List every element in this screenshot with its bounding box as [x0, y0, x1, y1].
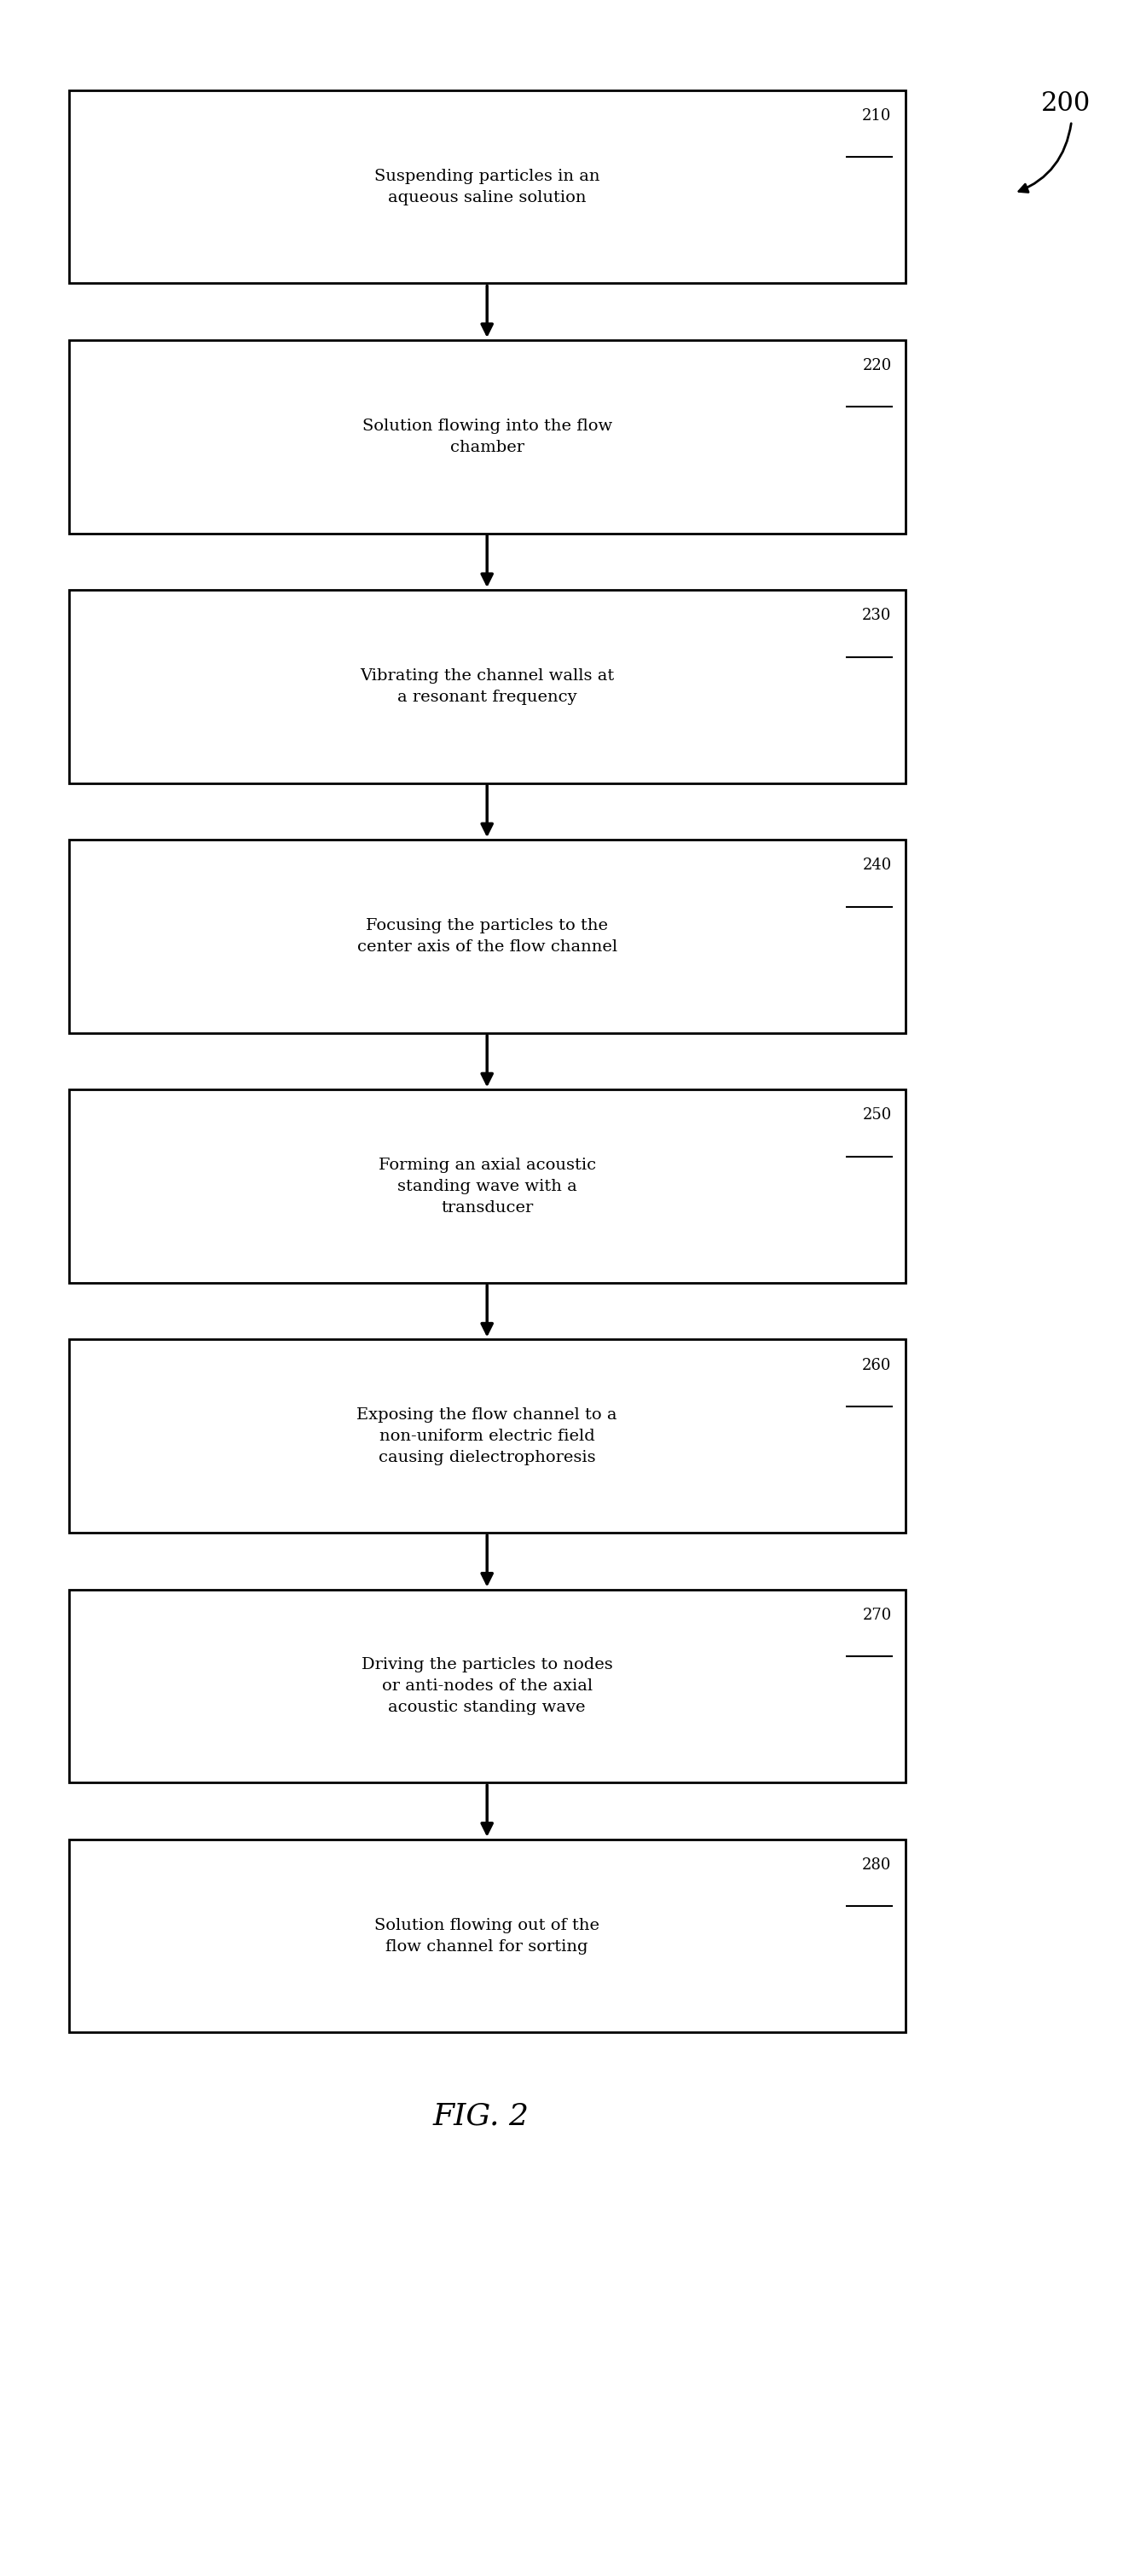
Bar: [69, 1839, 905, 2032]
Bar: [69, 1090, 905, 1283]
Text: 230: 230: [862, 608, 892, 623]
Text: 270: 270: [863, 1607, 892, 1623]
Bar: [69, 590, 905, 783]
Bar: [69, 90, 905, 283]
Text: 200: 200: [1041, 90, 1091, 116]
Text: 220: 220: [863, 358, 892, 374]
Text: Forming an axial acoustic
standing wave with a
transducer: Forming an axial acoustic standing wave …: [378, 1157, 596, 1216]
Bar: [69, 340, 905, 533]
Text: 240: 240: [863, 858, 892, 873]
Bar: [69, 1340, 905, 1533]
Text: 280: 280: [862, 1857, 892, 1873]
Text: 260: 260: [862, 1358, 892, 1373]
FancyArrowPatch shape: [1019, 124, 1072, 193]
Text: Focusing the particles to the
center axis of the flow channel: Focusing the particles to the center axi…: [356, 917, 618, 956]
Text: Solution flowing into the flow
chamber: Solution flowing into the flow chamber: [362, 417, 612, 456]
Bar: [69, 840, 905, 1033]
Text: Exposing the flow channel to a
non-uniform electric field
causing dielectrophore: Exposing the flow channel to a non-unifo…: [356, 1406, 618, 1466]
Text: Vibrating the channel walls at
a resonant frequency: Vibrating the channel walls at a resonan…: [360, 667, 614, 706]
Text: Driving the particles to nodes
or anti-nodes of the axial
acoustic standing wave: Driving the particles to nodes or anti-n…: [361, 1656, 613, 1716]
Text: Suspending particles in an
aqueous saline solution: Suspending particles in an aqueous salin…: [375, 167, 599, 206]
Bar: [69, 1589, 905, 1783]
Text: 250: 250: [863, 1108, 892, 1123]
Text: Solution flowing out of the
flow channel for sorting: Solution flowing out of the flow channel…: [375, 1917, 599, 1955]
Text: FIG. 2: FIG. 2: [433, 2102, 529, 2130]
Text: 210: 210: [862, 108, 892, 124]
